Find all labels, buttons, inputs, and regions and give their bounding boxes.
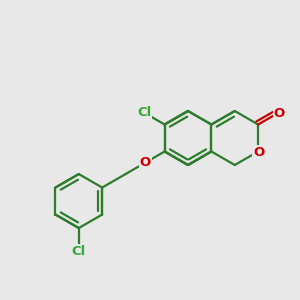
Text: Cl: Cl [72, 245, 86, 258]
Text: O: O [274, 107, 285, 120]
Text: O: O [254, 146, 265, 159]
Text: O: O [140, 156, 151, 169]
Text: Cl: Cl [137, 106, 151, 119]
